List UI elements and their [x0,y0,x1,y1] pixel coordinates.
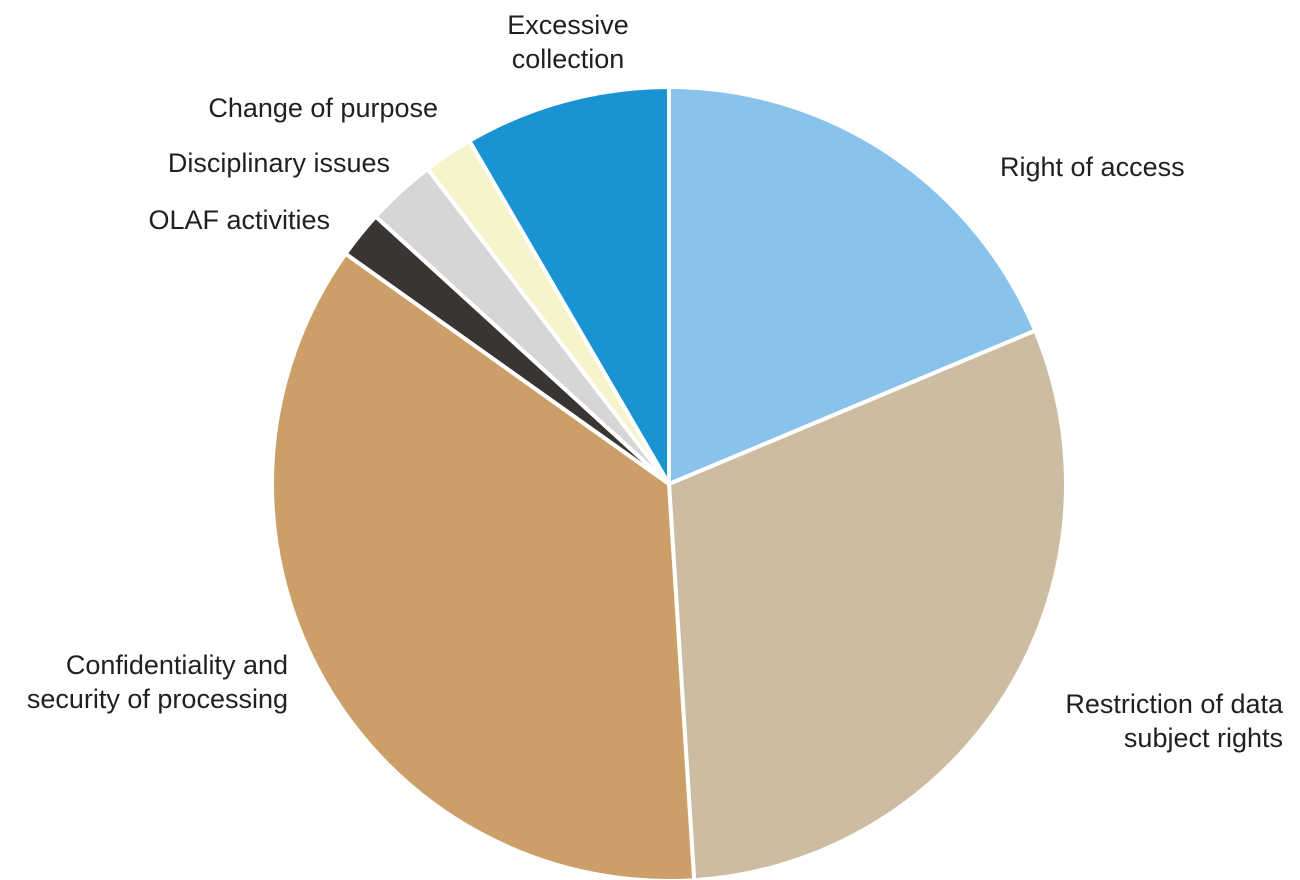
slice-label: Confidentiality and security of processin… [27,650,288,714]
pie-slices [270,85,1068,880]
slice-label: Change of purpose [208,93,438,123]
slice-label-line: subject rights [1124,723,1283,753]
slice-label: Disciplinary issues [168,148,390,178]
slice-label-line: collection [512,44,625,74]
slice-label: OLAF activities [148,205,330,235]
slice-label-line: Confidentiality and [66,650,288,680]
slice-label: Right of access [1000,152,1185,182]
slice-label-line: OLAF activities [148,205,330,235]
pie-slice-confidentiality-and-security-of-processing [270,251,697,880]
slice-label: Excessive collection [507,10,629,74]
pie-slice-excessive-collection [467,85,671,486]
slice-label-line: security of processing [27,684,288,714]
slice-label-line: Change of purpose [208,93,438,123]
slice-label-line: Disciplinary issues [168,148,390,178]
pie-slice-restriction-of-data-subject-rights [667,328,1068,880]
slice-label-line: Excessive [507,10,629,40]
slice-label-line: Right of access [1000,152,1185,182]
pie-labels: Right of access Restriction of data subjec… [27,10,1284,753]
pie-slice-right-of-access [667,85,1038,486]
slice-label: Restriction of data subject rights [1065,689,1284,753]
slice-label-line: Restriction of data [1065,689,1284,719]
